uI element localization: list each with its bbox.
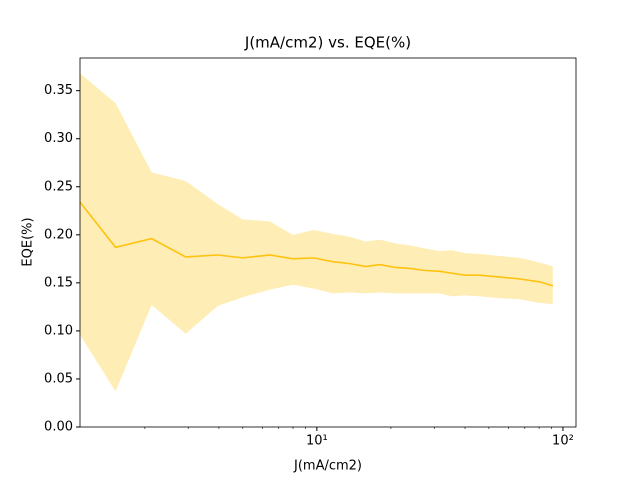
y-tick-label: 0.25 [44, 179, 73, 194]
y-tick-label: 0.05 [44, 371, 73, 386]
plot-frame [79, 57, 577, 428]
chart-title: J(mA/cm2) vs. EQE(%) [244, 34, 411, 52]
y-tick-label: 0.15 [44, 275, 73, 290]
y-tick-label: 0.00 [44, 420, 73, 435]
confidence-band [80, 73, 553, 392]
x-tick-label: 10¹ [306, 434, 328, 449]
x-axis-label: J(mA/cm2) [293, 459, 362, 474]
y-tick-label: 0.35 [44, 83, 73, 98]
y-tick-label: 0.10 [44, 323, 73, 338]
y-tick-label: 0.20 [44, 227, 73, 242]
y-tick-label: 0.30 [44, 131, 73, 146]
y-axis-label: EQE(%) [21, 217, 36, 266]
x-tick-label: 10² [552, 434, 574, 449]
line [79, 201, 554, 287]
